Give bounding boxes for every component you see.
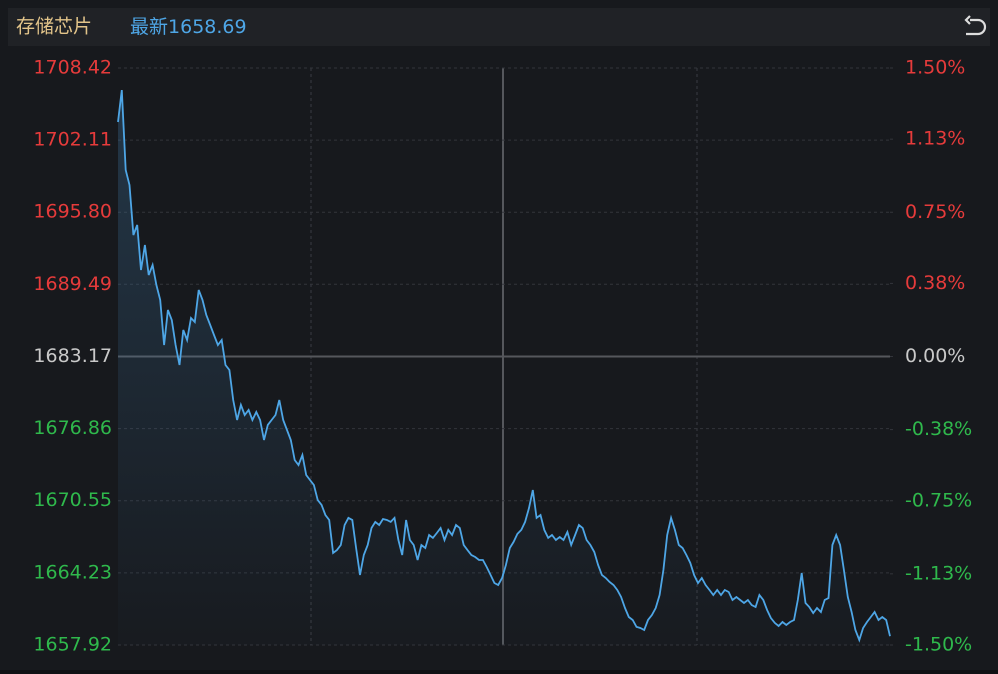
latest-value: 1658.69 bbox=[168, 16, 247, 38]
chart-title: 存储芯片 bbox=[16, 16, 92, 38]
y2-tick-label: 1.50% bbox=[905, 57, 965, 79]
latest: 最新1658.69 bbox=[130, 16, 247, 38]
y2-tick-label: -0.75% bbox=[905, 489, 972, 511]
y-tick-label: 1708.42 bbox=[33, 57, 112, 79]
y2-tick-label: 0.75% bbox=[905, 201, 965, 223]
y-tick-label: 1676.86 bbox=[33, 417, 112, 439]
y-tick-label: 1689.49 bbox=[33, 273, 112, 295]
y2-tick-label: -1.50% bbox=[905, 634, 972, 656]
y2-tick-label: -1.13% bbox=[905, 562, 972, 584]
y-tick-label: 1683.17 bbox=[33, 345, 112, 367]
price-line bbox=[117, 89, 891, 643]
y-tick-label: 1695.80 bbox=[33, 201, 112, 223]
y-tick-label: 1670.55 bbox=[33, 489, 112, 511]
y-tick-label: 1664.23 bbox=[33, 561, 112, 583]
y-tick-label: 1702.11 bbox=[33, 129, 112, 151]
area bbox=[118, 90, 890, 646]
y2-tick-label: 0.38% bbox=[905, 272, 965, 294]
latest-label: 最新 bbox=[130, 16, 168, 38]
header-bar bbox=[8, 8, 990, 46]
y2-tick-label: 1.13% bbox=[905, 128, 965, 150]
y2-tick-label: 0.00% bbox=[905, 345, 965, 367]
y-tick-label: 1657.92 bbox=[33, 634, 112, 656]
y2-tick-label: -0.38% bbox=[905, 418, 972, 440]
back-button[interactable] bbox=[964, 15, 987, 36]
